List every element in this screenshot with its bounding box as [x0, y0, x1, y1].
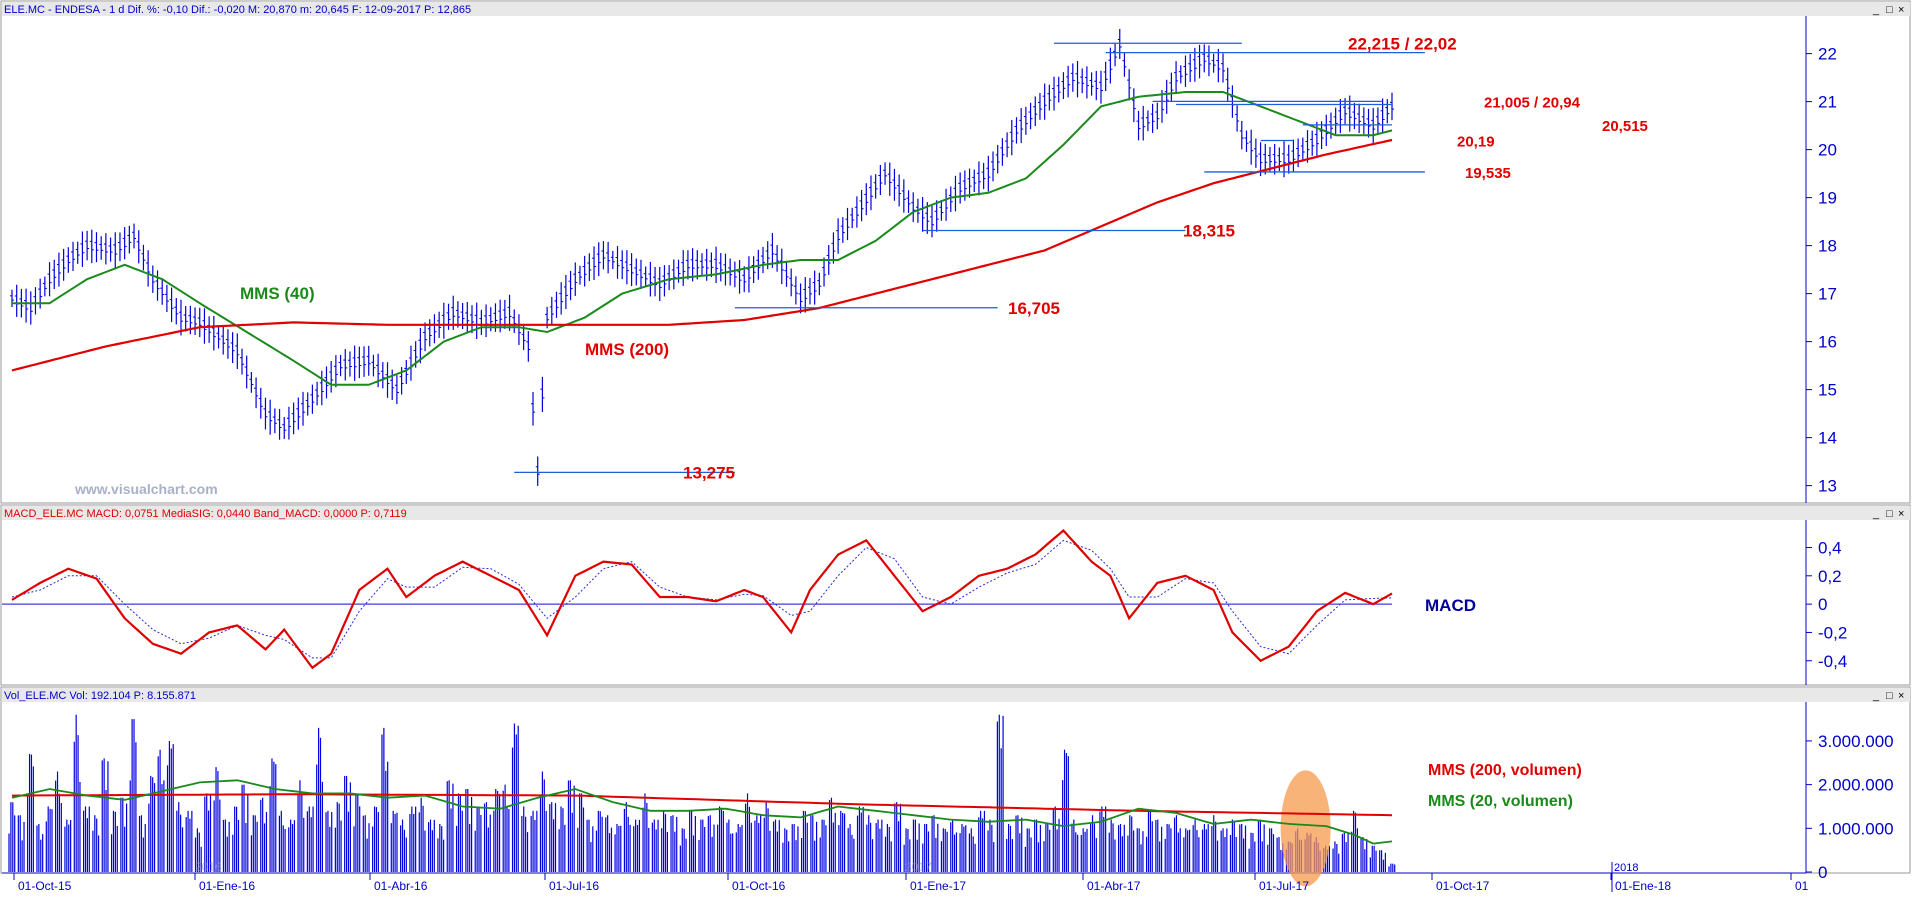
- level-lines: 22,215 / 22,02 21,005 / 20,94 20,515 20,19 1…: [514, 34, 1648, 482]
- price-pane-header: ELE.MC - ENDESA - 1 d Dif. %: -0,10 Dif.…: [4, 4, 471, 16]
- volume-bars: [8, 714, 1396, 872]
- macd-y-axis-tick-label: 0,4: [1818, 538, 1842, 557]
- volume-window-controls[interactable]: _ □ ×: [1872, 690, 1904, 702]
- volume-y-axis-tick-label: 0: [1818, 863, 1827, 882]
- level-label: 22,215 / 22,02: [1348, 34, 1457, 53]
- x-axis-tick-label: 01-Jul-16: [549, 879, 599, 892]
- watermark: www.visualchart.com: [74, 481, 218, 497]
- macd-window-controls[interactable]: _ □ ×: [1872, 508, 1904, 520]
- volume-pane-header: Vol_ELE.MC Vol: 192.104 P: 8.155.871: [4, 690, 196, 702]
- close-icon[interactable]: ×: [1898, 508, 1904, 520]
- volume-highlight: [1280, 770, 1331, 887]
- level-label: 20,19: [1457, 133, 1495, 150]
- x-axis-tick-label: 01-Ene-17: [910, 879, 966, 892]
- volume-mms20-line: [11, 779, 1393, 845]
- price-y-axis-tick-label: 16: [1818, 333, 1837, 352]
- year-marker-2018: 2018: [1614, 862, 1638, 874]
- faint-year-label-2017: 2017: [905, 860, 932, 874]
- price-y-axis-tick-label: 14: [1818, 429, 1837, 448]
- volume-y-axis-tick-label: 1.000.000: [1818, 819, 1894, 838]
- minimize-icon[interactable]: _: [1872, 690, 1880, 702]
- maximize-icon[interactable]: □: [1886, 4, 1893, 16]
- macd-pane[interactable]: [0, 504, 1911, 686]
- vol-mms20-label: MMS (20, volumen): [1428, 793, 1573, 810]
- x-axis-tick-label: 01-Jul-17: [1259, 879, 1309, 892]
- macd-y-axis-tick-label: -0,4: [1818, 652, 1847, 671]
- price-y-axis-tick-label: 18: [1818, 237, 1837, 256]
- price-pane[interactable]: [0, 0, 1911, 504]
- level-label: 19,535: [1465, 165, 1511, 182]
- mms200-label: MMS (200): [585, 340, 669, 359]
- x-axis-tick-label: 01-Abr-16: [374, 879, 428, 892]
- mms200-line: [11, 138, 1393, 372]
- level-label: 20,515: [1602, 118, 1648, 135]
- faint-year-label-2016: 2016: [195, 860, 222, 874]
- level-label: 18,315: [1183, 221, 1235, 240]
- price-window-controls[interactable]: _ □ ×: [1872, 4, 1904, 16]
- maximize-icon[interactable]: □: [1886, 690, 1893, 702]
- price-y-axis-tick-label: 19: [1818, 189, 1837, 208]
- level-label: 16,705: [1008, 299, 1060, 318]
- mms40-label: MMS (40): [240, 284, 315, 303]
- price-y-axis-tick-label: 22: [1818, 45, 1837, 64]
- price-y-axis-tick-label: 21: [1818, 93, 1837, 112]
- macd-y-axis-tick-label: 0: [1818, 595, 1827, 614]
- price-y-axis-tick-label: 13: [1818, 477, 1837, 496]
- minimize-icon[interactable]: _: [1872, 4, 1880, 16]
- close-icon[interactable]: ×: [1898, 690, 1904, 702]
- x-axis-tick-label: 01-Oct-15: [18, 879, 72, 892]
- volume-y-axis-tick-label: 2.000.000: [1818, 776, 1894, 795]
- maximize-icon[interactable]: □: [1886, 508, 1893, 520]
- volume-y-axis-tick-label: 3.000.000: [1818, 732, 1894, 751]
- x-axis-tick-label: 01-Ene-16: [199, 879, 255, 892]
- close-icon[interactable]: ×: [1898, 4, 1904, 16]
- macd-label: MACD: [1425, 596, 1476, 615]
- x-axis-tick-label: 01-Abr-17: [1087, 879, 1141, 892]
- price-y-axis-tick-label: 20: [1818, 141, 1837, 160]
- macd-signal-line: [11, 539, 1393, 659]
- level-label: 21,005 / 20,94: [1484, 94, 1581, 111]
- macd-y-axis-tick-label: 0,2: [1818, 567, 1842, 586]
- x-axis-tick-label: 01-Oct-17: [1436, 879, 1490, 892]
- x-axis-tick-label: 01-Oct-16: [732, 879, 786, 892]
- price-y-axis-tick-label: 15: [1818, 381, 1837, 400]
- price-bars: [10, 28, 1394, 486]
- level-label: 13,275: [683, 463, 735, 482]
- minimize-icon[interactable]: _: [1872, 508, 1880, 520]
- macd-pane-header: MACD_ELE.MC MACD: 0,0751 MediaSIG: 0,044…: [4, 508, 407, 520]
- price-y-axis-tick-label: 17: [1818, 285, 1837, 304]
- x-axis-tick-label: 01-Ene-18: [1615, 879, 1671, 892]
- vol-mms200-label: MMS (200, volumen): [1428, 762, 1582, 779]
- x-axis-tick-label: 01: [1795, 879, 1809, 892]
- macd-line: [11, 528, 1393, 670]
- mms40-line: [12, 91, 1393, 386]
- macd-y-axis-tick-label: -0,2: [1818, 623, 1847, 642]
